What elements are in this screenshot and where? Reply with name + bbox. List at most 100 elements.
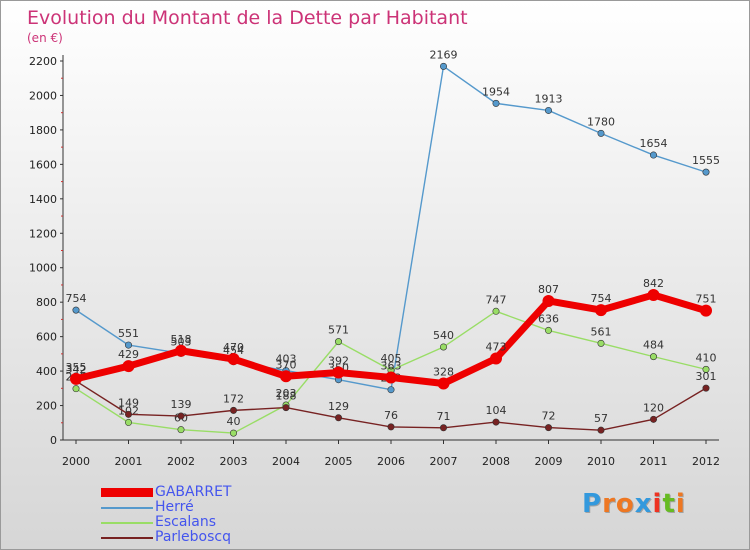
- proxiti-logo: Proxiti: [582, 489, 686, 519]
- data-point: [230, 406, 238, 414]
- legend-swatch: [101, 507, 153, 509]
- data-label: 76: [384, 409, 398, 422]
- data-label: 484: [643, 339, 664, 352]
- data-point: [227, 353, 240, 366]
- legend-label: Parleboscq: [155, 529, 231, 545]
- data-point: [597, 339, 605, 347]
- data-point: [492, 418, 500, 426]
- data-label: 405: [381, 352, 402, 365]
- data-label: 363: [381, 359, 402, 372]
- data-label: 842: [643, 277, 664, 290]
- data-label: 747: [486, 293, 507, 306]
- data-point: [649, 353, 657, 361]
- y-tick-label: 1400: [29, 193, 57, 206]
- data-label: 139: [171, 398, 192, 411]
- data-label: 754: [66, 292, 87, 305]
- data-label: 571: [328, 324, 349, 337]
- data-label: 473: [486, 341, 507, 354]
- data-point: [70, 372, 82, 385]
- data-label: 370: [276, 358, 297, 371]
- y-tick-label: 2000: [29, 89, 57, 102]
- legend-item-herre: Herré: [101, 500, 341, 515]
- y-tick-label: 1000: [29, 262, 57, 275]
- data-point: [597, 426, 605, 434]
- legend-item-escalans: Escalans: [101, 515, 341, 530]
- data-point: [72, 385, 80, 393]
- data-label: 470: [223, 341, 244, 354]
- data-point: [439, 62, 447, 70]
- data-label: 1913: [535, 92, 563, 105]
- data-label: 71: [437, 410, 451, 423]
- data-label: 188: [276, 390, 297, 403]
- data-label: 518: [171, 333, 192, 346]
- data-point: [175, 344, 187, 357]
- logo-letter: r: [602, 489, 616, 519]
- data-label: 561: [591, 325, 612, 338]
- data-label: 72: [542, 410, 556, 423]
- x-tick-label: 2003: [220, 455, 248, 468]
- chart-legend: GABARRET Herré Escalans Parleboscq: [101, 485, 341, 545]
- data-point: [597, 129, 605, 137]
- x-tick-label: 2009: [535, 455, 563, 468]
- data-label: 751: [696, 293, 717, 306]
- data-label: 355: [66, 361, 87, 374]
- data-label: 551: [118, 327, 139, 340]
- data-point: [125, 418, 133, 426]
- data-label: 1954: [482, 85, 510, 98]
- data-label: 410: [696, 351, 717, 364]
- data-point: [334, 414, 342, 422]
- data-point: [334, 338, 342, 346]
- data-point: [387, 423, 395, 431]
- data-label: 120: [643, 401, 664, 414]
- data-label: 1654: [640, 137, 668, 150]
- y-tick-label: 2200: [29, 55, 57, 68]
- data-label: 403: [276, 353, 297, 366]
- data-point: [490, 352, 502, 365]
- data-label: 636: [538, 312, 559, 325]
- data-point: [542, 294, 555, 307]
- y-tick-label: 1600: [29, 158, 57, 171]
- data-point: [177, 412, 185, 420]
- legend-label: Herré: [155, 499, 194, 515]
- series-parleboscq: 342 149 139 172 188 129 76 71 104 72 57 120 301: [66, 363, 717, 434]
- data-label: 540: [433, 329, 454, 342]
- data-point: [702, 168, 710, 176]
- legend-item-parleboscq: Parleboscq: [101, 530, 341, 545]
- data-point: [72, 306, 80, 314]
- logo-letter: i: [652, 489, 663, 519]
- data-label: 172: [223, 392, 244, 405]
- x-tick-label: 2000: [62, 455, 90, 468]
- logo-letter: t: [662, 489, 676, 519]
- logo-letter: x: [634, 489, 653, 519]
- data-label: 129: [328, 400, 349, 413]
- x-tick-label: 2011: [640, 455, 668, 468]
- data-label: 203: [276, 387, 297, 400]
- x-tick-label: 2008: [482, 455, 510, 468]
- x-tick-label: 2010: [587, 455, 615, 468]
- x-tick-label: 2007: [430, 455, 458, 468]
- data-label: 2169: [430, 48, 458, 61]
- data-label: 429: [118, 348, 139, 361]
- data-point: [385, 371, 397, 384]
- legend-swatch: [101, 522, 153, 524]
- legend-swatch: [101, 537, 153, 539]
- data-label: 454: [223, 344, 244, 357]
- data-point: [387, 386, 395, 394]
- data-point: [649, 415, 657, 423]
- data-label: 1555: [692, 154, 720, 167]
- data-label: 392: [328, 354, 349, 367]
- data-point: [649, 151, 657, 159]
- series-gabarret: 355 429 518 470 370 392 363 328 473 807 754 842 751: [66, 277, 717, 390]
- data-label: 503: [171, 335, 192, 348]
- chart-title: Evolution du Montant de la Dette par Hab…: [27, 7, 468, 29]
- y-tick-label: 600: [36, 331, 57, 344]
- data-point: [595, 304, 607, 317]
- y-tick-label: 1200: [29, 227, 57, 240]
- data-point: [439, 343, 447, 351]
- data-label: 328: [433, 365, 454, 378]
- data-point: [700, 304, 712, 317]
- y-tick-label: 1800: [29, 124, 57, 137]
- x-tick-label: 2002: [167, 455, 195, 468]
- data-point: [125, 410, 133, 418]
